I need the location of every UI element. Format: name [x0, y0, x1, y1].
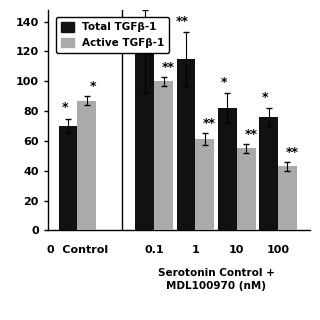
Text: **: ** — [176, 14, 189, 28]
Text: *: * — [61, 101, 68, 114]
Bar — [59, 126, 77, 230]
Bar — [218, 108, 237, 230]
Bar — [237, 148, 256, 230]
Text: 10: 10 — [229, 245, 244, 255]
Text: Serotonin Control +
MDL100970 (nM): Serotonin Control + MDL100970 (nM) — [158, 268, 275, 291]
Text: *: * — [262, 91, 268, 104]
Text: 0  Control: 0 Control — [47, 245, 108, 255]
Text: *: * — [220, 76, 227, 89]
Legend: Total TGFβ-1, Active TGFβ-1: Total TGFβ-1, Active TGFβ-1 — [56, 17, 169, 53]
Bar — [77, 100, 96, 230]
Text: **: ** — [244, 128, 257, 141]
Text: **: ** — [286, 146, 299, 159]
Bar — [278, 166, 297, 230]
Bar — [135, 52, 154, 230]
Text: 1: 1 — [192, 245, 199, 255]
Text: **: ** — [203, 117, 216, 131]
Bar — [177, 59, 196, 230]
Text: **: ** — [162, 61, 175, 74]
Text: **: ** — [135, 0, 148, 5]
Bar — [196, 140, 214, 230]
Bar — [259, 117, 278, 230]
Text: 0.1: 0.1 — [144, 245, 164, 255]
Bar — [154, 81, 173, 230]
Text: *: * — [90, 80, 96, 93]
Text: 100: 100 — [267, 245, 290, 255]
